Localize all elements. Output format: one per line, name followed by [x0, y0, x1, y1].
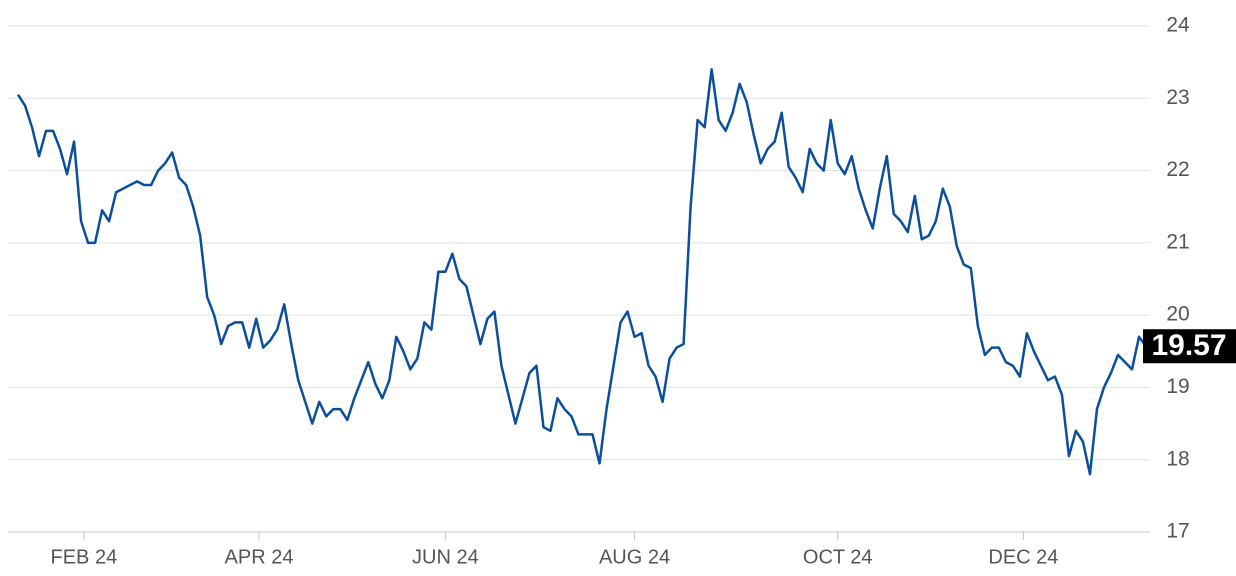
y-tick-label: 20 — [1166, 303, 1189, 326]
y-tick-label: 19 — [1166, 375, 1189, 398]
x-tick-label: DEC 24 — [988, 546, 1058, 568]
y-tick-label: 22 — [1166, 158, 1189, 181]
x-tick-label: JUN 24 — [412, 546, 479, 568]
y-tick-label: 17 — [1166, 520, 1189, 543]
y-tick-label: 21 — [1166, 230, 1189, 253]
last-value-box — [1143, 329, 1236, 364]
x-tick-label: AUG 24 — [599, 546, 670, 568]
y-tick-label: 23 — [1166, 86, 1189, 109]
last-value-label: 19.57 — [1151, 329, 1226, 362]
x-tick-label: OCT 24 — [803, 546, 873, 568]
x-tick-label: APR 24 — [225, 546, 294, 568]
y-tick-label: 18 — [1166, 447, 1189, 470]
y-tick-label: 24 — [1166, 14, 1190, 37]
x-tick-label: FEB 24 — [51, 546, 118, 568]
price-line — [16, 68, 1148, 476]
